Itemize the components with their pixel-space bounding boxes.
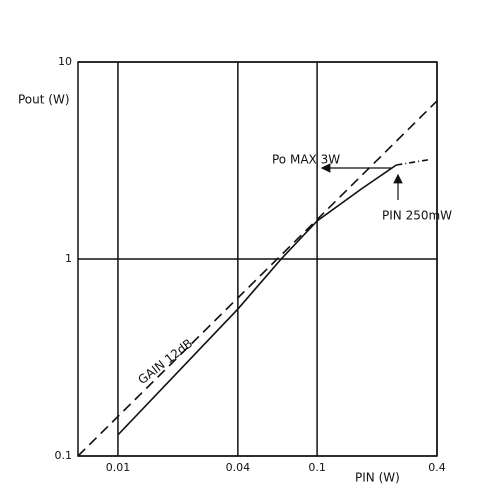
y-axis-label: Pout (W) <box>18 93 70 107</box>
x-tick-label: 0.04 <box>226 461 251 474</box>
y-tick-label: 0.1 <box>55 449 73 462</box>
series-line <box>396 158 431 166</box>
x-tick-label: 0.01 <box>106 461 131 474</box>
annotation: GAIN 12dB <box>135 336 195 387</box>
y-tick-label: 1 <box>65 252 72 265</box>
annotation: PIN 250mW <box>382 209 452 223</box>
x-tick-label: 0.1 <box>308 461 326 474</box>
series-line <box>117 164 397 436</box>
x-axis-label: PIN (W) <box>355 471 400 485</box>
y-tick-label: 10 <box>58 55 72 68</box>
x-tick-label: 0.4 <box>428 461 446 474</box>
series-line <box>77 100 438 457</box>
annotation: Po MAX 3W <box>272 153 340 167</box>
